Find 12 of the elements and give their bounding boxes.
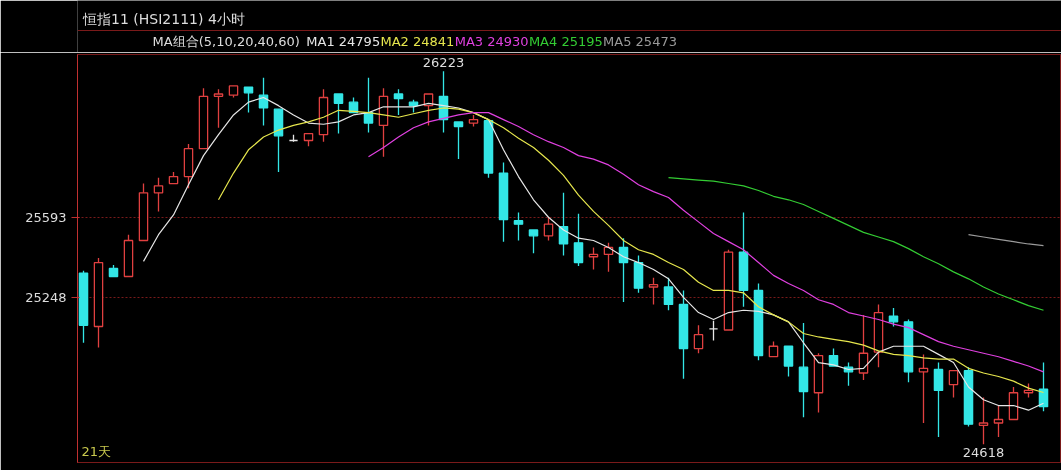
annotation: 26223 xyxy=(422,55,465,71)
annotation: 21天 xyxy=(81,443,112,459)
text: MA4 25195 xyxy=(528,33,603,49)
legend-title: MA组合(5,10,20,40,60) xyxy=(152,33,300,49)
text: MA2 24841 xyxy=(380,33,455,49)
y-tick-label: 25248 xyxy=(25,290,67,306)
text: MA1 24795 xyxy=(306,33,381,49)
annotation: 24618 xyxy=(962,445,1005,461)
chart-title: 恒指11 (HSI2111) 4小时 xyxy=(82,10,245,27)
text: MA5 25473 xyxy=(603,33,677,49)
text: MA3 24930 xyxy=(454,33,529,49)
y-tick-label: 25593 xyxy=(25,210,67,226)
